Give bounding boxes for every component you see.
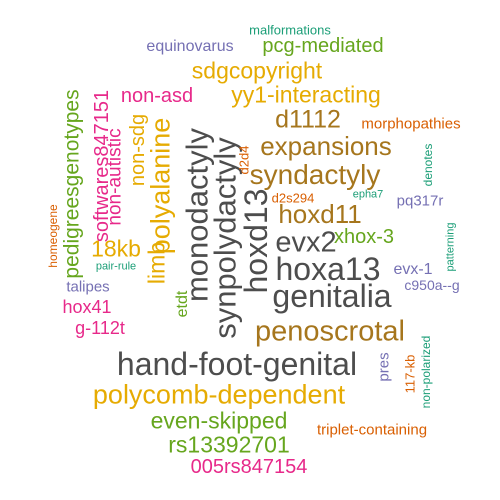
word-limb: limb	[143, 241, 170, 285]
word-non-autistic: non-autistic	[104, 128, 126, 226]
word-117-kb: 117-kb	[402, 354, 418, 394]
word-talipes: talipes	[66, 278, 110, 296]
word-expansions: expansions	[260, 131, 392, 161]
word-yy1-interacting: yy1-interacting	[231, 81, 381, 108]
word-hoxd13: hoxd13	[238, 188, 274, 294]
word-etdt: etdt	[174, 290, 191, 318]
word-denotes: denotes	[421, 143, 435, 187]
word-sdgcopyright: sdgcopyright	[191, 57, 323, 84]
word-c950a-g: c950a--g	[404, 277, 460, 293]
word-pedigreesgenotypes: pedigreesgenotypes	[60, 89, 84, 279]
word-xhox-3: xhox-3	[333, 226, 395, 248]
word-18kb: 18kb	[91, 235, 141, 262]
word-pres: pres	[375, 352, 393, 382]
word-pq317r: pq317r	[396, 192, 444, 210]
word-patterning: patterning	[444, 222, 457, 272]
word-pair-rule: pair-rule	[95, 260, 137, 273]
word-pcg-mediated: pcg-mediated	[262, 35, 384, 57]
word-g-112t: g-112t	[75, 318, 125, 338]
word-penoscrotal: penoscrotal	[255, 315, 405, 348]
word-hoxd11: hoxd11	[278, 199, 362, 229]
word-non-polarized: non-polarized	[419, 335, 433, 409]
word-equinovarus: equinovarus	[146, 38, 234, 55]
word-005rs847154: 005rs847154	[190, 456, 308, 478]
word-epha7: epha7	[352, 188, 384, 201]
word-polycomb-dependent: polycomb-dependent	[92, 379, 346, 410]
word-syndactyly: syndactyly	[249, 159, 381, 190]
word-polyalanine: polyalanine	[145, 117, 176, 255]
word-non-asd: non-asd	[120, 85, 194, 107]
word-malformations: malformations	[249, 22, 331, 38]
word-genitalia: genitalia	[272, 278, 392, 314]
word-hand-foot-genital: hand-foot-genital	[116, 346, 358, 382]
word-morphopathies: morphopathies	[361, 115, 461, 133]
word-hox41: hox41	[62, 297, 112, 317]
word-homeogene: homeogene	[46, 204, 60, 268]
word-d2s294: d2s294	[271, 190, 315, 206]
word-even-skipped: even-skipped	[150, 407, 288, 434]
word-evx2: evx2	[275, 226, 337, 259]
word-evx-1: evx-1	[393, 261, 433, 278]
word-hoxa13: hoxa13	[275, 251, 381, 287]
word-d2d4: d2d4	[236, 145, 252, 175]
word-triplet-containing: triplet-containing	[316, 421, 428, 439]
word-d1112: d1112	[275, 105, 341, 134]
word-rs13392701: rs13392701	[168, 431, 290, 458]
